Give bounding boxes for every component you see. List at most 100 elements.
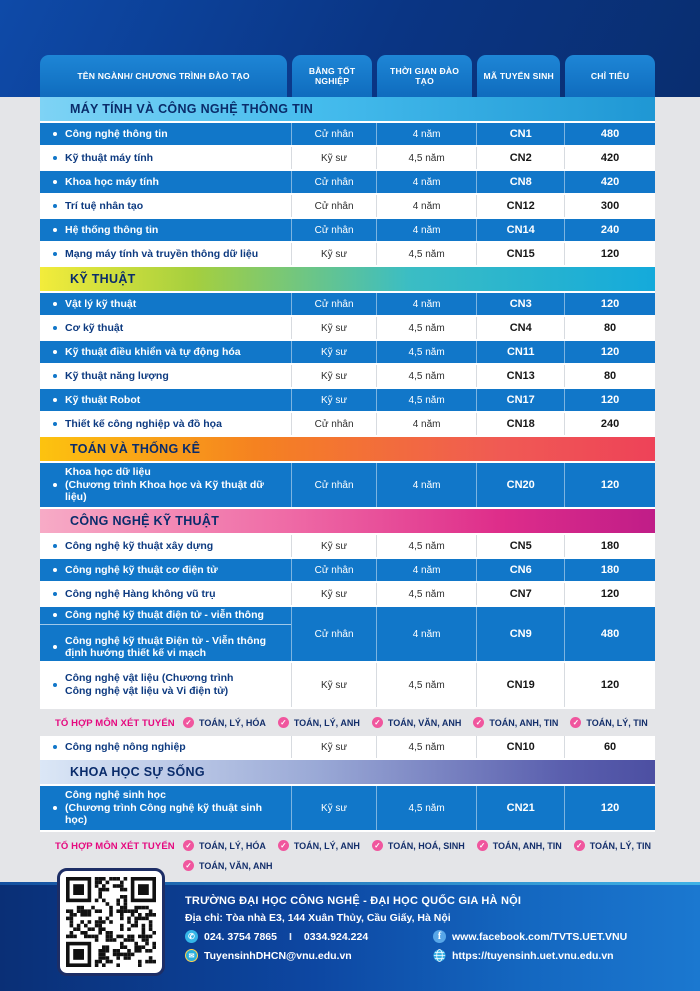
check-icon: ✓ — [371, 717, 383, 728]
program-name-text: Kỹ thuật điều khiển và tự động hóa — [65, 345, 241, 358]
admission-combo: ✓ TOÁN, LÝ, HÓA — [183, 840, 266, 851]
footer-contact-info: TRƯỜNG ĐẠI HỌC CÔNG NGHỆ - ĐẠI HỌC QUỐC … — [185, 895, 627, 962]
program-name-text: Công nghệ vật liệu (Chương trình Công ng… — [65, 672, 234, 697]
table-body: MÁY TÍNH VÀ CÔNG NGHỆ THÔNG TIN Công nghệ… — [40, 97, 655, 876]
program-row: Khoa học dữ liệu (Chương trình Khoa học … — [40, 463, 655, 507]
duration-cell: 4 năm — [377, 559, 478, 581]
table-rows-group: Công nghệ nông nghiệp Kỹ sư 4,5 năm CN10 60 — [40, 736, 655, 760]
program-name-cell: Kỹ thuật máy tính — [40, 147, 293, 169]
bullet-icon — [53, 592, 57, 596]
footer-banner: TRƯỜNG ĐẠI HỌC CÔNG NGHỆ - ĐẠI HỌC QUỐC … — [0, 868, 700, 991]
section: KHOA HỌC SỰ SỐNG Công nghệ sinh học (Chươ… — [40, 760, 655, 832]
check-icon: ✓ — [183, 860, 194, 871]
duration-cell: 4,5 năm — [377, 243, 478, 265]
section: TOÁN VÀ THỐNG KÊ Khoa học dữ liệu (Chương… — [40, 437, 655, 509]
admission-combo: ✓ TOÁN, VĂN, ANH — [183, 860, 273, 871]
program-row: Trí tuệ nhân tạo Cử nhân 4 năm CN12 300 — [40, 195, 655, 217]
degree-cell: Cử nhân — [292, 123, 377, 145]
quota-cell: 300 — [565, 195, 655, 217]
university-name: TRƯỜNG ĐẠI HỌC CÔNG NGHỆ - ĐẠI HỌC QUỐC … — [185, 895, 522, 907]
duration-cell: 4,5 năm — [377, 317, 478, 339]
check-icon: ✓ — [277, 717, 289, 728]
combo-text: TOÁN, LÝ, HÓA — [199, 840, 266, 851]
quota-cell: 240 — [565, 413, 655, 435]
check-icon: ✓ — [473, 717, 485, 728]
degree-cell: Kỹ sư — [292, 341, 377, 363]
combo-text: TOÁN, HOÁ, SINH — [387, 840, 465, 851]
quota-cell: 480 — [565, 607, 655, 661]
admission-code-cell: CN5 — [477, 535, 566, 557]
program-name-text: Trí tuệ nhân tạo — [65, 199, 144, 212]
admission-combo: ✓ TOÁN, ANH, TIN — [476, 840, 562, 851]
degree-cell: Kỹ sư — [292, 389, 377, 411]
section-header: TOÁN VÀ THỐNG KÊ — [40, 437, 655, 461]
combo-text: TOÁN, VĂN, ANH — [387, 717, 462, 728]
facebook-url: www.facebook.com/TVTS.UET.VNU — [452, 930, 628, 943]
duration-cell: 4 năm — [377, 171, 478, 193]
bullet-icon — [53, 156, 57, 160]
duration-cell: 4,5 năm — [377, 736, 478, 758]
program-row: Công nghệ sinh học (Chương trình Công ng… — [40, 786, 655, 830]
degree-cell: Kỹ sư — [292, 663, 377, 707]
check-icon: ✓ — [570, 717, 582, 728]
admission-combo-items: ✓ TOÁN, LÝ, HÓA ✓ TOÁN, LÝ, ANH ✓ TOÁN, HOÁ, … — [183, 840, 655, 871]
admission-code-cell: CN21 — [477, 786, 566, 830]
program-name-cell: Khoa học máy tính — [40, 171, 293, 193]
degree-cell: Kỹ sư — [292, 365, 377, 387]
quota-cell: 480 — [565, 123, 655, 145]
program-name-text: Mạng máy tính và truyền thông dữ liệu — [65, 247, 259, 260]
program-row: Hệ thống thông tin Cử nhân 4 năm CN14 240 — [40, 219, 655, 241]
program-row: Vật lý kỹ thuật Cử nhân 4 năm CN3 120 — [40, 293, 655, 315]
program-name-cell: Mạng máy tính và truyền thông dữ liệu — [40, 243, 293, 265]
program-row: Kỹ thuật Robot Kỹ sư 4,5 năm CN17 120 — [40, 389, 655, 411]
bullet-icon — [53, 326, 57, 330]
bullet-icon — [53, 350, 57, 354]
bullet-icon — [53, 683, 57, 687]
phone-icon: ✆ — [185, 930, 198, 943]
quota-cell: 180 — [565, 535, 655, 557]
degree-cell: Cử nhân — [292, 171, 377, 193]
duration-cell: 4 năm — [377, 123, 478, 145]
admission-combo: ✓ TOÁN, LÝ, ANH — [277, 717, 360, 728]
admission-code-cell: CN3 — [477, 293, 566, 315]
quota-cell: 80 — [565, 365, 655, 387]
phone-number-2: 0334.924.224 — [303, 930, 369, 943]
admission-combo: ✓ TOÁN, HOÁ, SINH — [371, 840, 465, 851]
program-row: Khoa học máy tính Cử nhân 4 năm CN8 420 — [40, 171, 655, 193]
quota-cell: 60 — [565, 736, 655, 758]
program-name: Công nghệ kỹ thuật điện tử - viễn thông — [40, 607, 292, 625]
duration-cell: 4 năm — [377, 293, 478, 315]
program-name-cell: Công nghệ thông tin — [40, 123, 293, 145]
program-row: Kỹ thuật điều khiển và tự động hóa Kỹ sư 4… — [40, 341, 655, 363]
duration-cell: 4,5 năm — [377, 365, 478, 387]
bullet-icon — [53, 483, 57, 487]
degree-cell: Cử nhân — [292, 293, 377, 315]
admission-combo: ✓ TOÁN, LÝ, HÓA — [183, 717, 266, 728]
admission-code-cell: CN6 — [477, 559, 566, 581]
quota-cell: 420 — [565, 171, 655, 193]
degree-cell: Kỹ sư — [292, 243, 377, 265]
section: KỸ THUẬT Vật lý kỹ thuật Cử nhân 4 năm CN3 12… — [40, 267, 655, 437]
admissions-table: TÊN NGÀNH/ CHƯƠNG TRÌNH ĐÀO TẠO BẰNG TỐT … — [40, 55, 655, 878]
qr-card — [57, 868, 165, 976]
section-header: KHOA HỌC SỰ SỐNG — [40, 760, 655, 784]
duration-cell: 4 năm — [377, 463, 478, 507]
admission-combo-items: ✓ TOÁN, LÝ, HÓA ✓ TOÁN, LÝ, ANH ✓ TOÁN, VĂN, … — [183, 717, 655, 728]
facebook-line: f www.facebook.com/TVTS.UET.VNU — [433, 930, 627, 943]
email-icon: ✉ — [185, 949, 198, 962]
bullet-icon — [53, 204, 57, 208]
bullet-icon — [53, 645, 57, 650]
degree-cell: Kỹ sư — [292, 317, 377, 339]
program-row: Công nghệ Hàng không vũ trụ Kỹ sư 4,5 năm C… — [40, 583, 655, 605]
program-name-cell: Khoa học dữ liệu (Chương trình Khoa học … — [40, 463, 293, 507]
admission-code-cell: CN10 — [477, 736, 566, 758]
program-names-cell: Công nghệ kỹ thuật điện tử - viễn thông C… — [40, 607, 293, 661]
column-header: CHỈ TIÊU — [565, 55, 655, 97]
column-header: BẰNG TỐT NGHIỆP — [292, 55, 372, 97]
duration-cell: 4 năm — [377, 413, 478, 435]
program-row: Công nghệ kỹ thuật cơ điện tử Cử nhân 4 nă… — [40, 559, 655, 581]
admission-combo: ✓ TOÁN, ANH, TIN — [473, 717, 558, 728]
program-name-cell: Vật lý kỹ thuật — [40, 293, 293, 315]
email-line: ✉ TuyensinhDHCN@vnu.edu.vn — [185, 949, 433, 962]
program-name-cell: Hệ thống thông tin — [40, 219, 293, 241]
